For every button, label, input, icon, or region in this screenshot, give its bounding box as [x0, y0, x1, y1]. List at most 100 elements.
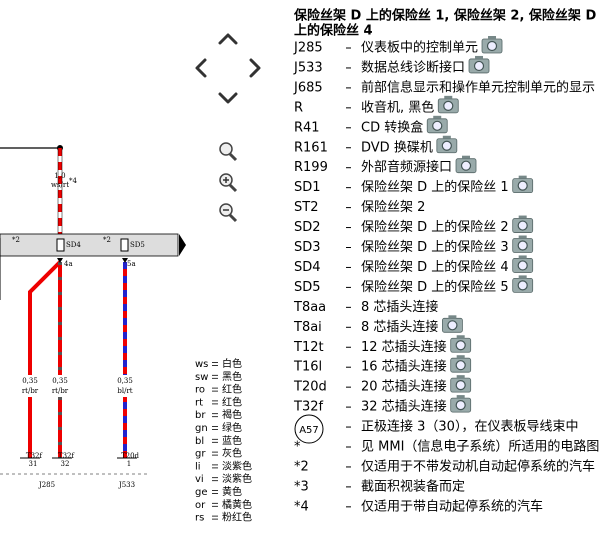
photo-icon-lens — [473, 60, 485, 72]
photo-icon-top — [456, 395, 465, 399]
wire-size: 1,0 — [54, 172, 65, 180]
wire-color: bl/rt — [117, 387, 132, 395]
color-code: rt — [195, 397, 203, 408]
pin-label: 5a — [127, 260, 136, 268]
component-desc: 8 芯插头连接 — [361, 319, 438, 335]
component-desc: 外部音频源接口 — [361, 159, 452, 175]
component-code: T8ai — [293, 320, 322, 335]
photo-icon-lens — [455, 360, 466, 371]
photo-icon-top — [433, 115, 442, 119]
color-code: gn — [195, 423, 208, 434]
pan-down[interactable] — [218, 92, 238, 104]
component-code: *2 — [294, 459, 309, 474]
zoom-fit[interactable] — [219, 142, 238, 162]
zoom-in[interactable] — [219, 173, 238, 193]
title: 保险丝架 D 上的保险丝 1, 保险丝架 2, 保险丝架 D — [293, 8, 596, 24]
connector-name: T32f — [58, 452, 76, 460]
ground-symbol — [294, 414, 324, 444]
unit-label: J533 — [118, 481, 135, 489]
photo-icon-top — [475, 55, 484, 59]
wire — [28, 260, 62, 458]
color-name: 黑色 — [222, 370, 242, 383]
pan-left[interactable] — [195, 58, 207, 78]
wire-color: ws/rt — [51, 181, 69, 189]
color-name: 蓝色 — [222, 434, 242, 447]
connector-name: T32f — [26, 452, 44, 460]
component-code: R199 — [294, 160, 328, 175]
color-code: ro — [195, 385, 205, 396]
photo-icon-lens — [517, 180, 528, 191]
zoom-out[interactable] — [219, 203, 238, 223]
fuse-note: *2 — [12, 236, 20, 244]
color-name: 淡紫色 — [222, 459, 252, 472]
wire-size: 0,35 — [117, 377, 133, 385]
pan-right[interactable] — [249, 58, 261, 78]
component-code: T20d — [293, 380, 327, 395]
component-desc: 数据总线诊断接口 — [361, 59, 465, 75]
component-code: T12t — [293, 340, 324, 355]
component-code: T8aa — [293, 300, 326, 315]
component-desc: 保险丝架 D 上的保险丝 2 — [361, 219, 509, 235]
color-name: 淡紫色 — [222, 472, 252, 485]
component-code: A57 — [299, 425, 319, 436]
color-name: 白色 — [222, 357, 242, 370]
photo-icon-top — [488, 36, 497, 39]
wire-note: *4 — [69, 177, 78, 185]
label-bg — [118, 375, 132, 397]
color-name: 黄色 — [222, 485, 242, 498]
pin-arrow — [57, 258, 63, 263]
component-code: SD3 — [294, 240, 321, 255]
component-desc: DVD 换碟机 — [361, 140, 433, 155]
photo-icon-lens — [486, 40, 498, 52]
component-code: T16l — [293, 360, 322, 375]
component-code: SD4 — [294, 260, 321, 275]
photo-icon-lens — [432, 120, 443, 131]
photo-icon-lens — [517, 240, 528, 251]
component-desc: 保险丝架 D 上的保险丝 1 — [361, 179, 509, 195]
photo-icon-lens — [455, 400, 466, 411]
component-desc: 收音机, 黑色 — [361, 99, 434, 115]
title: 上的保险丝 4 — [294, 23, 373, 39]
color-code: ws — [195, 359, 208, 370]
photo-icon-lens — [447, 320, 458, 331]
color-code: vi — [195, 474, 204, 485]
photo-icon-top — [518, 275, 527, 279]
component-desc: 保险丝架 D 上的保险丝 4 — [361, 259, 509, 275]
continue-arrow — [179, 234, 186, 256]
component-desc: 仪表板中的控制单元 — [361, 40, 478, 56]
component-code: J533 — [293, 60, 323, 75]
photo-icon-top — [442, 135, 451, 139]
color-name: 红色 — [222, 383, 242, 396]
navigation[interactable] — [195, 33, 261, 223]
component-code: T32f — [293, 400, 323, 415]
component-desc: 12 芯插头连接 — [361, 339, 447, 355]
wire-size: 0,35 — [52, 377, 68, 385]
fuse — [120, 238, 129, 252]
photo-icon-top — [456, 335, 465, 339]
component-code: J285 — [293, 41, 323, 56]
component-code: R — [294, 100, 303, 115]
wiring-diagram — [0, 145, 186, 475]
color-name: 绿色 — [222, 421, 242, 434]
pan-up[interactable] — [218, 33, 238, 45]
photo-icon-lens — [517, 280, 528, 291]
photo-icon-lens — [443, 100, 454, 111]
wire-size: 0,35 — [22, 377, 38, 385]
component-legend: J285 仪表板中的控制单元 J533 数据总线诊断接口 J685 前部信息显示和操作单元… — [293, 36, 599, 514]
component-code: *3 — [294, 479, 309, 494]
color-legend: ws 白色 sw 黑色 ro 红色 rt 红色 br 褐色 gn 绿色 bl 蓝色 gr 灰色 li 淡紫色 vi 淡… — [195, 357, 252, 524]
unit-label: J285 — [38, 481, 55, 489]
fuse-note: *2 — [103, 236, 111, 244]
color-code: bl — [195, 436, 204, 447]
photo-icon-lens — [517, 220, 528, 231]
component-desc: 仅适用于不带发动机自动起停系统的汽车 — [361, 458, 595, 474]
diagram-labels: 1,0ws/rt *4 *2 *2 SD4 SD5 4a 5a 0,35 rt/br 0,35 rt/… — [12, 172, 145, 489]
color-code: or — [195, 500, 206, 511]
component-desc: 16 芯插头连接 — [361, 359, 447, 375]
color-name: 橘黄色 — [222, 498, 252, 511]
photo-icon-top — [456, 375, 465, 379]
photo-icon-top — [518, 175, 527, 179]
label-bg — [26, 375, 36, 397]
color-name: 褐色 — [222, 408, 242, 421]
